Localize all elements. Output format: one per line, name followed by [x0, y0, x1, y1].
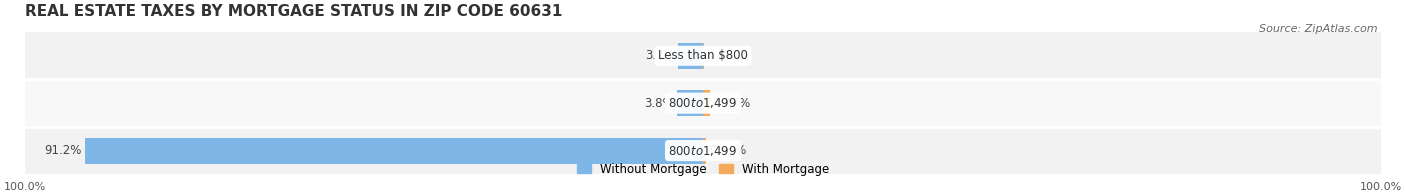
Text: Less than $800: Less than $800 [658, 49, 748, 62]
Bar [25, 127, 1381, 174]
Bar [703, 90, 710, 116]
Text: REAL ESTATE TAXES BY MORTGAGE STATUS IN ZIP CODE 60631: REAL ESTATE TAXES BY MORTGAGE STATUS IN … [25, 4, 562, 19]
Text: 0.16%: 0.16% [707, 49, 745, 62]
Bar [25, 32, 1381, 79]
Bar [678, 43, 703, 69]
Bar [84, 138, 703, 164]
Bar [678, 90, 703, 116]
Text: 91.2%: 91.2% [44, 144, 82, 157]
Bar [25, 79, 1381, 127]
Text: 3.8%: 3.8% [644, 97, 673, 110]
Legend: Without Mortgage, With Mortgage: Without Mortgage, With Mortgage [572, 158, 834, 181]
Text: Source: ZipAtlas.com: Source: ZipAtlas.com [1260, 24, 1378, 34]
Text: 0.97%: 0.97% [713, 97, 751, 110]
Text: 0.41%: 0.41% [709, 144, 747, 157]
Text: 3.7%: 3.7% [645, 49, 675, 62]
Bar [703, 138, 706, 164]
Text: $800 to $1,499: $800 to $1,499 [668, 96, 738, 110]
Text: $800 to $1,499: $800 to $1,499 [668, 144, 738, 158]
